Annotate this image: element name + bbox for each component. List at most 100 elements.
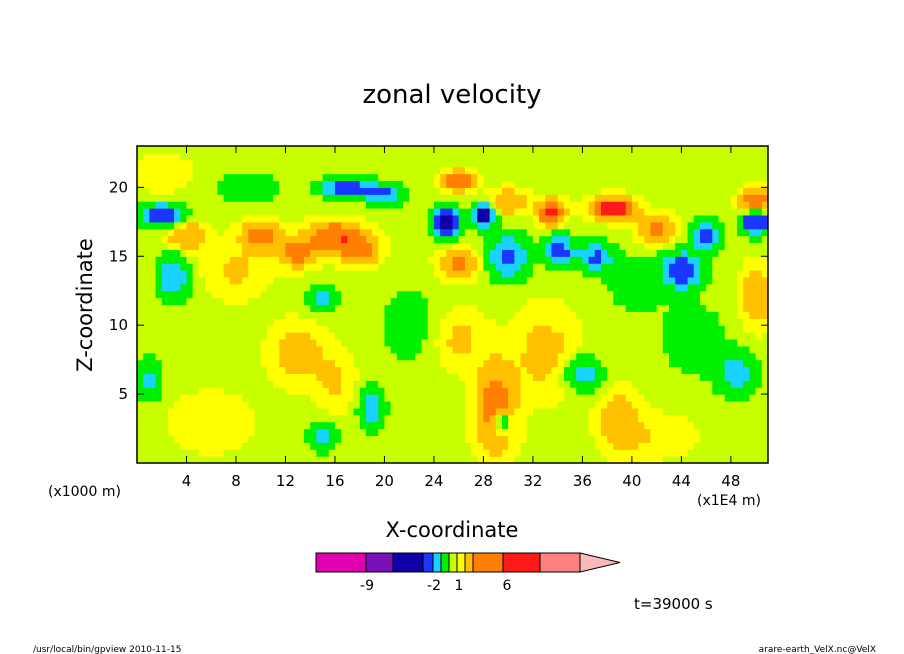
contour-cell xyxy=(464,208,472,216)
contour-cell xyxy=(570,400,577,409)
contour-cell xyxy=(520,146,528,154)
contour-cell xyxy=(254,332,262,340)
contour-cell xyxy=(458,201,466,209)
contour-cell xyxy=(508,290,515,299)
contour-cell xyxy=(588,263,596,271)
contour-cell xyxy=(749,194,757,202)
contour-cell xyxy=(365,414,373,423)
contour-cell xyxy=(266,270,274,278)
contour-cell xyxy=(279,152,287,161)
contour-cell xyxy=(217,394,225,402)
contour-cell xyxy=(205,400,212,409)
contour-cell xyxy=(712,318,720,326)
contour-cell xyxy=(446,414,454,423)
contour-cell xyxy=(359,270,367,278)
contour-cell xyxy=(174,373,181,381)
contour-cell xyxy=(279,394,287,402)
contour-cell xyxy=(223,442,231,450)
contour-cell xyxy=(501,146,509,154)
contour-cell xyxy=(495,152,503,161)
contour-cell xyxy=(452,332,460,340)
contour-cell xyxy=(458,366,466,375)
contour-cell xyxy=(205,325,212,333)
contour-cell xyxy=(174,194,181,202)
contour-cell xyxy=(675,338,682,347)
contour-cell xyxy=(724,332,732,340)
contour-cell xyxy=(167,380,175,388)
contour-cell xyxy=(192,373,200,381)
contour-cell xyxy=(297,194,305,202)
contour-cell xyxy=(285,318,293,326)
contour-cell xyxy=(570,152,577,161)
contour-cell xyxy=(205,214,212,223)
contour-cell xyxy=(508,449,515,457)
contour-cell xyxy=(359,159,367,168)
contour-cell xyxy=(508,146,515,154)
contour-cell xyxy=(248,290,256,299)
contour-cell xyxy=(242,435,249,443)
contour-cell xyxy=(625,332,633,340)
contour-cell xyxy=(570,366,577,375)
contour-cell xyxy=(607,187,614,195)
contour-cell xyxy=(730,235,738,244)
contour-cell xyxy=(526,387,534,395)
contour-cell xyxy=(656,435,664,443)
contour-cell xyxy=(625,270,633,278)
contour-cell xyxy=(508,187,515,195)
contour-cell xyxy=(471,242,478,250)
contour-cell xyxy=(297,297,305,306)
contour-cell xyxy=(625,380,633,388)
contour-cell xyxy=(421,414,429,423)
contour-cell xyxy=(718,256,726,264)
contour-cell xyxy=(341,249,348,257)
contour-cell xyxy=(699,228,707,237)
contour-cell xyxy=(409,214,416,223)
contour-cell xyxy=(229,194,237,202)
contour-cell xyxy=(699,400,707,409)
contour-cell xyxy=(254,442,262,450)
contour-cell xyxy=(563,146,571,154)
contour-cell xyxy=(365,345,373,354)
contour-cell xyxy=(662,421,670,430)
contour-cell xyxy=(644,235,652,244)
contour-cell xyxy=(235,249,243,257)
contour-cell xyxy=(421,325,429,333)
contour-cell xyxy=(588,146,596,154)
contour-cell xyxy=(477,304,485,312)
contour-cell xyxy=(285,201,293,209)
contour-cell xyxy=(471,449,478,457)
contour-cell xyxy=(229,256,237,264)
contour-cell xyxy=(545,187,553,195)
contour-cell xyxy=(662,318,670,326)
contour-cell xyxy=(155,435,163,443)
contour-cell xyxy=(656,352,664,361)
contour-cell xyxy=(520,449,528,457)
contour-cell xyxy=(211,352,219,361)
contour-cell xyxy=(761,297,768,306)
contour-cell xyxy=(551,187,559,195)
contour-cell xyxy=(415,221,423,230)
contour-cell xyxy=(557,256,565,264)
contour-cell xyxy=(514,249,522,257)
contour-cell xyxy=(489,146,497,154)
contour-cell xyxy=(365,400,373,409)
contour-cell xyxy=(650,242,658,250)
contour-cell xyxy=(341,159,348,168)
contour-cell xyxy=(384,283,392,292)
contour-cell xyxy=(749,338,757,347)
contour-cell xyxy=(514,221,522,230)
contour-cell xyxy=(390,270,398,278)
contour-cell xyxy=(198,394,206,402)
contour-cell xyxy=(378,194,386,202)
contour-cell xyxy=(464,352,472,361)
contour-cell xyxy=(248,256,256,264)
contour-cell xyxy=(433,338,441,347)
contour-cell xyxy=(755,421,763,430)
contour-cell xyxy=(724,435,732,443)
contour-cell xyxy=(755,428,763,437)
contour-cell xyxy=(650,297,658,306)
contour-cell xyxy=(440,428,447,437)
contour-cell xyxy=(520,297,528,306)
contour-cell xyxy=(198,338,206,347)
contour-cell xyxy=(229,283,237,292)
